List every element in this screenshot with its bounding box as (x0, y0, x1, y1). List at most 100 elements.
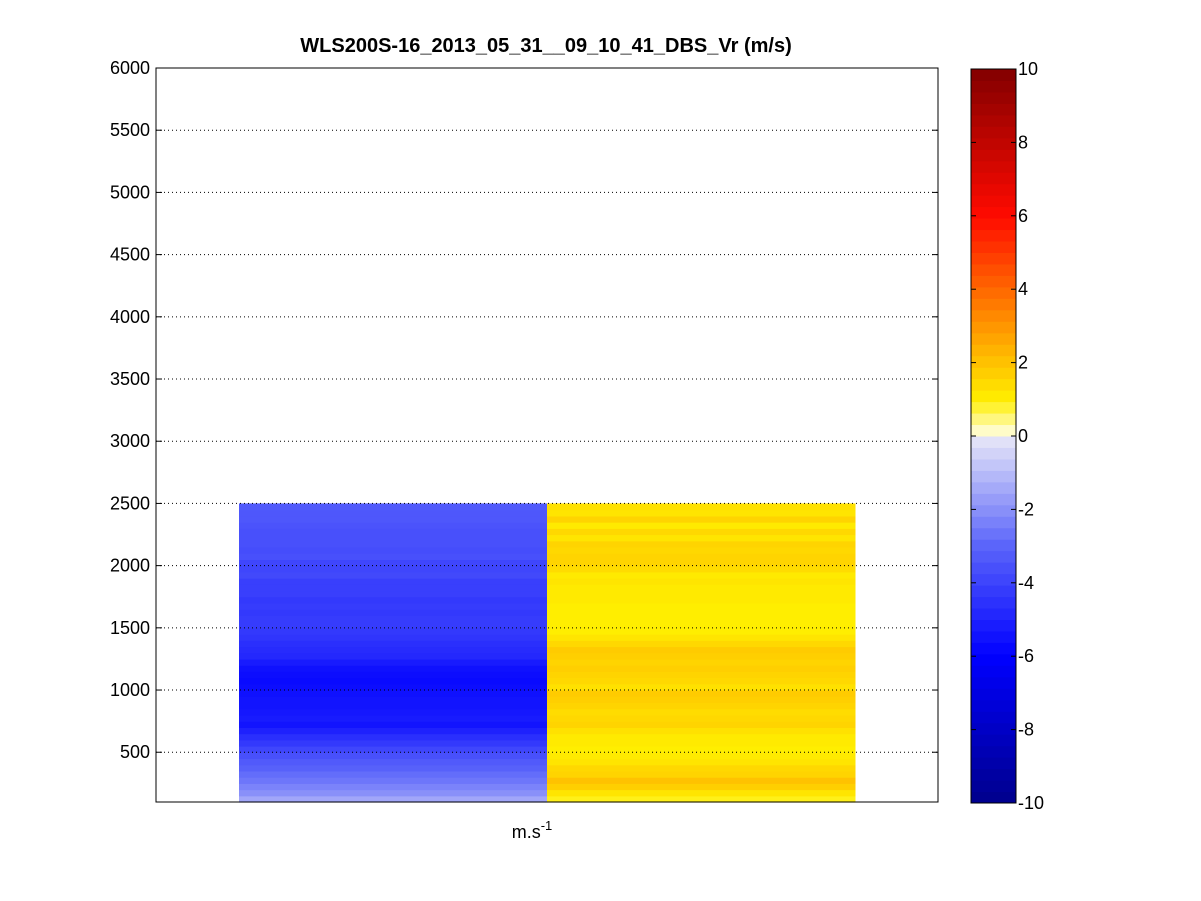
colorbar-segment (971, 722, 1016, 735)
y-tick-label: 500 (120, 742, 150, 762)
chart-title: WLS200S-16_2013_05_31__09_10_41_DBS_Vr (… (300, 35, 791, 57)
heatmap-cell (547, 764, 856, 772)
colorbar-segment (971, 218, 1016, 231)
colorbar-tick-label: 4 (1018, 279, 1028, 299)
colorbar-segment (971, 768, 1016, 781)
heatmap-cell (547, 671, 856, 679)
y-tick-label: 4500 (110, 245, 150, 265)
heatmap-cell (239, 540, 548, 548)
colorbar-segment (971, 69, 1016, 81)
heatmap-cell (239, 621, 548, 629)
colorbar-segment (971, 516, 1016, 529)
heatmap-cell (239, 609, 548, 616)
heatmap-cell (547, 522, 856, 529)
heatmap-cell (239, 665, 548, 672)
colorbar-segment (971, 447, 1016, 460)
colorbar-segment (971, 481, 1016, 494)
colorbar-tick-label: 2 (1018, 353, 1028, 373)
heatmap-cell (239, 752, 548, 760)
colorbar-segment (971, 745, 1016, 758)
colorbar: -10 -8 -6 -4 -2 0 2 4 6 8 10 (970, 59, 1044, 813)
axes-frame (155, 67, 939, 803)
heatmap-cell (547, 621, 856, 629)
colorbar-segment (971, 413, 1016, 426)
heatmap-cell (547, 584, 856, 592)
heatmap-cell (547, 615, 856, 623)
heatmap-cell (239, 795, 548, 803)
colorbar-segment (971, 114, 1016, 127)
colorbar-segment (971, 699, 1016, 712)
heatmap-cell (239, 584, 548, 592)
heatmap-cell (239, 565, 548, 573)
colorbar-segment (971, 344, 1016, 357)
colorbar-segment (971, 195, 1016, 208)
heatmap-cell (547, 627, 856, 635)
colorbar-segment (971, 137, 1016, 150)
heatmap-cell (547, 696, 856, 704)
heatmap-cell (547, 534, 856, 542)
colorbar-segment (971, 676, 1016, 689)
colorbar-segment (971, 298, 1016, 311)
heatmap-cell (547, 746, 856, 753)
y-tick-label: 3500 (110, 369, 150, 389)
colorbar-segment (971, 527, 1016, 540)
heatmap-cell (239, 546, 548, 554)
heatmap-cell (547, 770, 856, 778)
heatmap-cell (239, 764, 548, 772)
colorbar-tick-label: -2 (1018, 499, 1034, 519)
heatmap-cell (239, 783, 548, 791)
heatmap-cell (547, 646, 856, 654)
heatmap-cell (239, 522, 548, 529)
heatmap-cell (547, 777, 856, 784)
heatmap-cell (239, 553, 548, 561)
y-tick-label: 6000 (110, 58, 150, 78)
heatmap-cell (239, 770, 548, 778)
heatmap-cell (547, 571, 856, 579)
colorbar-segment (971, 126, 1016, 139)
heatmap-cell (547, 708, 856, 716)
colorbar-segment (971, 252, 1016, 265)
heatmap-cell (547, 590, 856, 598)
colorbar-segment (971, 160, 1016, 173)
colorbar-tick-label: -6 (1018, 646, 1034, 666)
colorbar-segment (971, 332, 1016, 345)
heatmap-cell (239, 528, 548, 536)
heatmap-cell (547, 727, 856, 735)
heatmap-cell (547, 789, 856, 797)
heatmap-cell (239, 590, 548, 598)
colorbar-segment (971, 791, 1016, 804)
heatmap-cell (547, 546, 856, 554)
colorbar-tick-label: 0 (1018, 426, 1028, 446)
heatmap-cell (547, 540, 856, 548)
colorbar-segment (971, 321, 1016, 334)
colorbar-segment (971, 424, 1016, 437)
colorbar-segment (971, 401, 1016, 414)
heatmap-cell (239, 634, 548, 641)
heatmap-cell (239, 534, 548, 542)
heatmap-cell (547, 721, 856, 728)
colorbar-segment (971, 573, 1016, 586)
colorbar-tick-label: -8 (1018, 720, 1034, 740)
y-tick-label: 1500 (110, 618, 150, 638)
heatmap-cell (239, 714, 548, 722)
heatmap-cell (547, 783, 856, 791)
heatmap-cell (239, 658, 548, 666)
heatmap-cell (547, 690, 856, 697)
colorbar-segment (971, 596, 1016, 609)
heatmap-cell (239, 503, 548, 511)
heatmap-cell (239, 646, 548, 654)
heatmap-cell (547, 795, 856, 803)
colorbar-segment (971, 608, 1016, 620)
heatmap-cell (239, 578, 548, 585)
colorbar-segment (971, 665, 1016, 678)
colorbar-segment (971, 172, 1016, 185)
colorbar-segment (971, 378, 1016, 391)
heatmap-cell (239, 615, 548, 623)
heatmap-cell (239, 627, 548, 635)
heatmap-cell (239, 571, 548, 579)
heatmap-cell (239, 777, 548, 784)
heatmap-cell (547, 758, 856, 766)
heatmap-cell (239, 671, 548, 679)
colorbar-segment (971, 619, 1016, 632)
heatmap-cell (239, 559, 548, 567)
